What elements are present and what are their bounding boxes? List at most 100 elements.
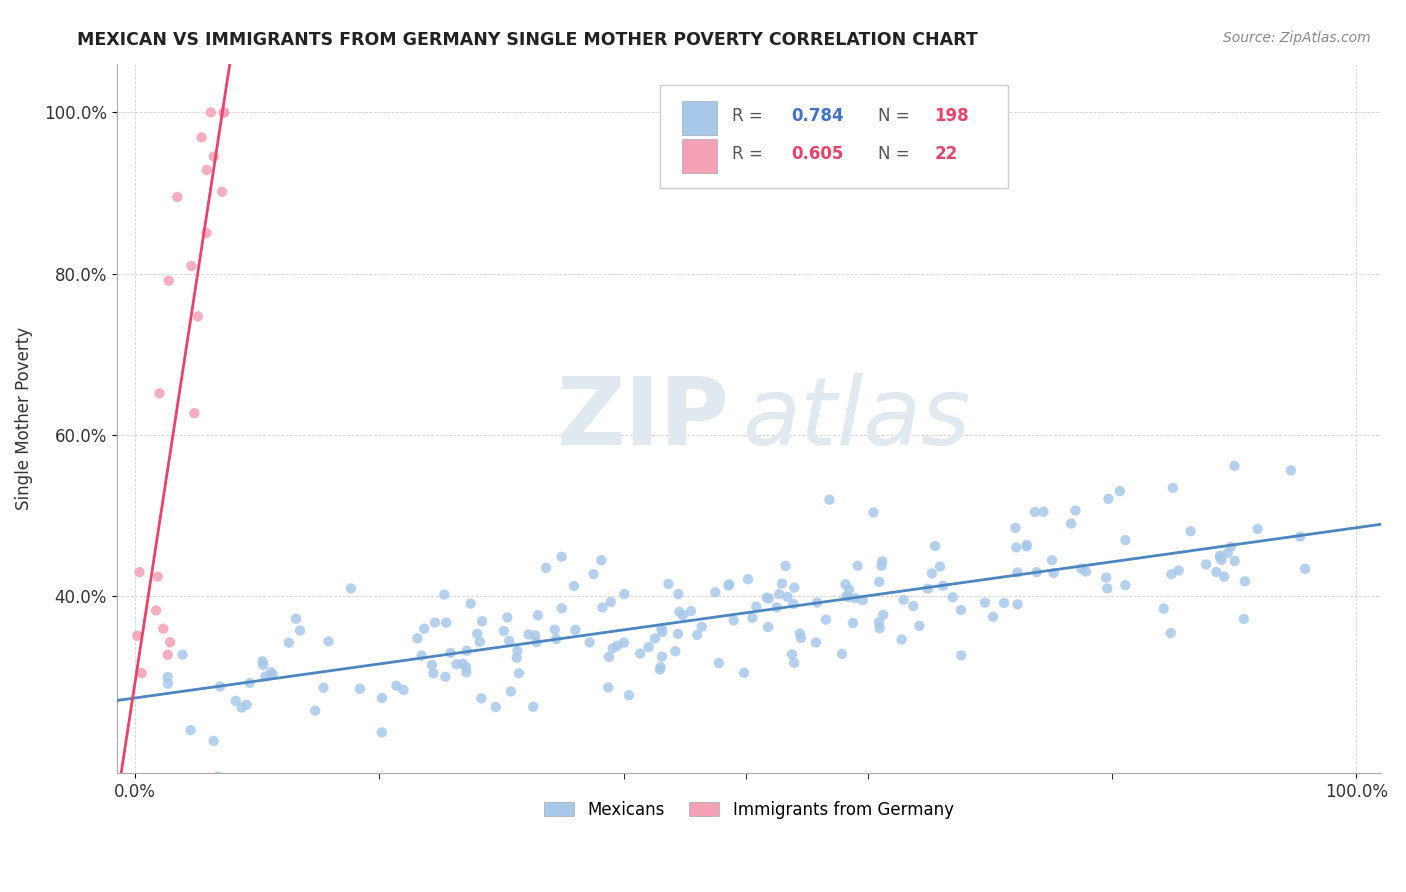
Point: [506, 644, 529, 658]
Text: ZIP: ZIP: [557, 373, 730, 465]
Point: [723, 614, 745, 628]
Point: [1114, 578, 1136, 592]
Point: [1213, 569, 1236, 583]
Point: [921, 566, 943, 581]
Point: [524, 628, 547, 642]
Point: [1211, 553, 1233, 567]
Point: [893, 592, 915, 607]
Point: [942, 591, 965, 605]
Point: [599, 595, 621, 609]
Point: [1205, 565, 1227, 579]
Point: [454, 660, 477, 674]
Point: [868, 574, 890, 589]
Point: [127, 629, 149, 643]
Point: [1070, 562, 1092, 576]
Point: [252, 654, 274, 668]
Point: [737, 572, 759, 586]
Point: [1223, 554, 1246, 568]
Point: [917, 582, 939, 596]
Point: [1233, 612, 1256, 626]
Point: [371, 725, 394, 739]
Point: [755, 591, 778, 605]
Point: [1005, 541, 1028, 555]
Point: [672, 608, 695, 623]
Point: [285, 612, 308, 626]
FancyBboxPatch shape: [682, 138, 717, 172]
Point: [468, 634, 491, 648]
Text: Source: ZipAtlas.com: Source: ZipAtlas.com: [1223, 31, 1371, 45]
Point: [1097, 582, 1119, 596]
Point: [745, 599, 768, 614]
Point: [657, 577, 679, 591]
Point: [650, 622, 672, 636]
Point: [496, 610, 519, 624]
Point: [239, 676, 262, 690]
Point: [434, 670, 457, 684]
Point: [924, 539, 946, 553]
Point: [484, 700, 506, 714]
Point: [1032, 505, 1054, 519]
Point: [1007, 598, 1029, 612]
Point: [145, 603, 167, 617]
Point: [544, 623, 567, 637]
Point: [578, 635, 600, 649]
Point: [564, 623, 586, 637]
Point: [465, 626, 488, 640]
Point: [1074, 565, 1097, 579]
Point: [225, 694, 247, 708]
Point: [1064, 503, 1087, 517]
Point: [1108, 484, 1130, 499]
Point: [613, 587, 636, 601]
Point: [546, 632, 568, 646]
Point: [650, 660, 672, 674]
Point: [804, 635, 827, 649]
Point: [765, 600, 787, 615]
FancyBboxPatch shape: [682, 101, 717, 135]
Point: [704, 585, 727, 599]
Point: [195, 162, 218, 177]
Point: [814, 613, 837, 627]
Point: [606, 639, 628, 653]
Point: [637, 640, 659, 654]
Text: MEXICAN VS IMMIGRANTS FROM GERMANY SINGLE MOTHER POVERTY CORRELATION CHART: MEXICAN VS IMMIGRANTS FROM GERMANY SINGL…: [77, 31, 979, 49]
Point: [651, 624, 673, 639]
Point: [613, 635, 636, 649]
Text: 0.605: 0.605: [792, 145, 844, 163]
Point: [1114, 533, 1136, 548]
Point: [838, 582, 860, 597]
Point: [183, 406, 205, 420]
Point: [782, 597, 804, 611]
Point: [157, 274, 180, 288]
Point: [870, 554, 893, 568]
Point: [371, 690, 394, 705]
Point: [172, 648, 194, 662]
Point: [1097, 491, 1119, 506]
Point: [868, 615, 890, 630]
Point: [385, 679, 408, 693]
Point: [1219, 540, 1241, 554]
Point: [831, 647, 853, 661]
Point: [651, 649, 673, 664]
Point: [690, 620, 713, 634]
Point: [908, 619, 931, 633]
Point: [1246, 522, 1268, 536]
Point: [1167, 563, 1189, 577]
Point: [471, 615, 494, 629]
Point: [780, 648, 803, 662]
Text: 198: 198: [935, 107, 969, 125]
Point: [783, 581, 806, 595]
Point: [628, 647, 651, 661]
Point: [582, 567, 605, 582]
Point: [527, 608, 550, 623]
Point: [312, 681, 335, 695]
Point: [686, 628, 709, 642]
Point: [254, 669, 277, 683]
Point: [212, 105, 235, 120]
Point: [818, 492, 841, 507]
Point: [1160, 567, 1182, 582]
Point: [508, 666, 530, 681]
Point: [156, 648, 179, 662]
Point: [252, 657, 274, 672]
Point: [741, 611, 763, 625]
Point: [208, 680, 231, 694]
